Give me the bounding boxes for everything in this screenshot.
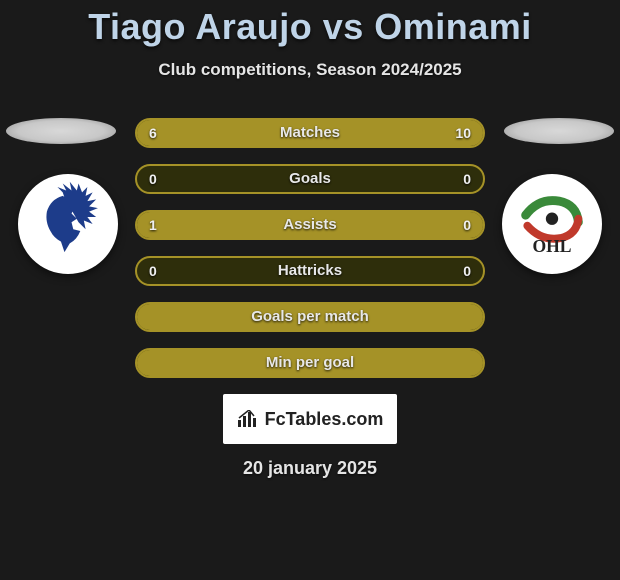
stat-value-right: 0 — [463, 166, 471, 192]
left-platform — [6, 118, 116, 144]
stat-row-assists: Assists1 0 — [135, 210, 485, 240]
comparison-date: 20 january 2025 — [0, 458, 620, 479]
stat-label: Goals per match — [137, 304, 483, 330]
comparison-title: Tiago Araujo vs Ominami — [0, 0, 620, 48]
stat-label: Matches — [137, 120, 483, 146]
left-team-logo — [18, 174, 118, 274]
stat-value-right: 0 — [463, 212, 471, 238]
watermark-icon — [237, 410, 259, 428]
stat-label: Min per goal — [137, 350, 483, 376]
stat-value-right: 0 — [463, 258, 471, 284]
ohl-icon: OHL — [502, 174, 602, 274]
stat-label: Assists — [137, 212, 483, 238]
stat-row-goals-per-match: Goals per match — [135, 302, 485, 332]
comparison-container: OHL Matches610Goals00Assists10Hattricks0… — [0, 118, 620, 479]
stat-row-matches: Matches6 10 — [135, 118, 485, 148]
stat-label: Hattricks — [137, 258, 483, 284]
stat-row-min-per-goal: Min per goal — [135, 348, 485, 378]
stat-value-left: 1 — [149, 212, 157, 238]
stat-label: Goals — [137, 166, 483, 192]
right-platform — [504, 118, 614, 144]
stat-row-goals: Goals0 0 — [135, 164, 485, 194]
stat-value-left: 6 — [149, 120, 157, 146]
watermark-text: FcTables.com — [265, 409, 384, 430]
comparison-subtitle: Club competitions, Season 2024/2025 — [0, 60, 620, 80]
stat-value-left: 0 — [149, 166, 157, 192]
stat-value-left: 0 — [149, 258, 157, 284]
native-head-icon — [18, 174, 118, 274]
watermark: FcTables.com — [223, 394, 397, 444]
stat-row-hattricks: Hattricks0 0 — [135, 256, 485, 286]
right-team-logo: OHL — [502, 174, 602, 274]
ohl-text: OHL — [532, 236, 571, 256]
stat-value-right: 10 — [455, 120, 471, 146]
stat-bars: Matches610Goals00Assists10Hattricks00Goa… — [135, 118, 485, 378]
